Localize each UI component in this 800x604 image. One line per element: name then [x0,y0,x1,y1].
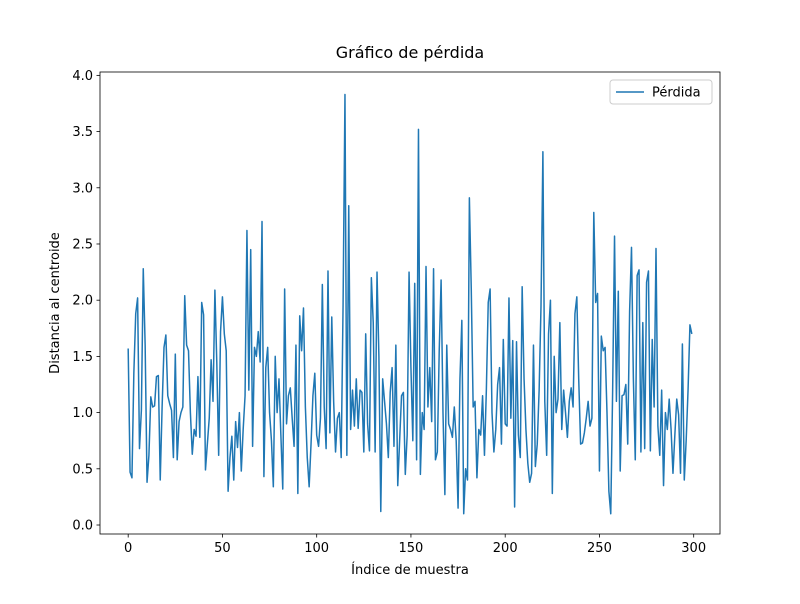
axes-frame [99,71,721,535]
legend-label: Pérdida [652,86,701,101]
x-tick-label: 0 [124,541,132,556]
y-tick-label: 1.0 [72,406,93,421]
x-tick-label: 150 [399,541,424,556]
x-tick-label: 250 [587,541,612,556]
x-tick-label: 50 [214,541,231,556]
y-tick-label: 2.5 [72,237,93,252]
chart-title: Gráfico de pérdida [336,43,484,62]
y-tick-label: 3.5 [72,125,93,140]
y-tick-label: 4.0 [72,69,93,84]
y-tick-label: 3.0 [72,181,93,196]
y-tick-label: 2.0 [72,294,93,309]
y-tick-label: 1.5 [72,350,93,365]
legend-box [609,79,713,105]
y-axis-label: Distancia al centroide [48,232,63,374]
data-line [127,93,693,515]
y-tick-label: 0.5 [72,462,93,477]
x-tick-label: 100 [304,541,329,556]
x-tick-label: 300 [681,541,706,556]
x-tick-label: 200 [493,541,518,556]
x-axis-label: Índice de muestra [351,562,469,578]
y-tick-label: 0.0 [72,519,93,534]
